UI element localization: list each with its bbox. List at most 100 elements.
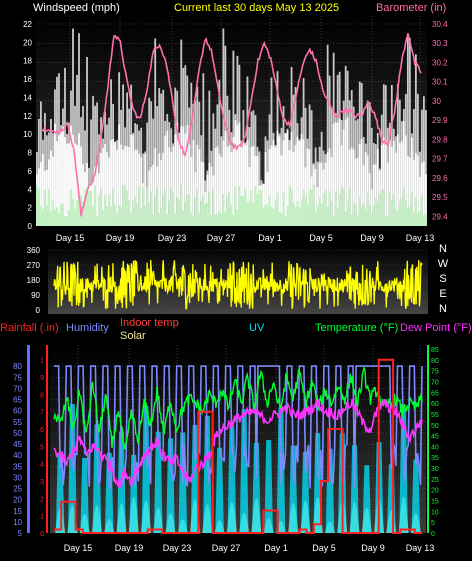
wind-avg-bar (364, 151, 367, 226)
wind-light-bar (316, 205, 319, 226)
wind-avg-bar (190, 157, 193, 226)
temperature-tick-label: 15 (431, 499, 439, 506)
wind-gust-bar (424, 110, 427, 226)
wind-avg-bar (140, 157, 143, 226)
wind-light-bar (330, 201, 333, 226)
wind-light-bar (166, 214, 169, 226)
wind-light-bar (178, 199, 181, 226)
wind-avg-bar (296, 136, 299, 226)
wind-avg-bar (158, 153, 161, 226)
wind-light-bar (412, 213, 415, 226)
wind-avg-bar (78, 133, 80, 226)
wind-avg-bar (410, 137, 413, 226)
compass-label: N (439, 303, 447, 315)
wind-light-bar (420, 195, 423, 226)
wind-avg-bar (198, 149, 201, 226)
uv-column (350, 445, 359, 533)
wind-light-bar (102, 209, 105, 226)
wind-light-bar (196, 190, 199, 226)
wind-avg-bar (200, 161, 203, 226)
wind-light-bar (338, 193, 341, 226)
rain-axis-bar (46, 345, 48, 533)
wind-light-bar (276, 192, 279, 226)
wind-light-bar (372, 205, 375, 226)
wind-avg-bar (328, 148, 331, 226)
wind-light-bar (218, 210, 221, 226)
wind-gust-bar (148, 97, 151, 226)
wind-light-bar (302, 189, 305, 226)
wind-light-bar (186, 194, 189, 226)
direction-tick-label: 90 (31, 291, 40, 300)
wind-avg-bar (422, 161, 425, 226)
wind-avg-bar (266, 172, 269, 226)
barometer-tick-label: 29.7 (432, 155, 448, 164)
wind-light-bar (148, 201, 151, 226)
wind-avg-bar (60, 131, 62, 226)
wind-light-bar (348, 187, 351, 226)
wind-avg-bar (168, 147, 171, 226)
wind-light-bar (286, 205, 289, 226)
wind-light-bar (200, 200, 203, 226)
wind-avg-bar (252, 145, 255, 226)
wind-light-bar (162, 194, 165, 226)
wind-light-bar (212, 189, 215, 226)
direction-tick-label: 180 (27, 276, 41, 285)
wind-avg-bar (104, 144, 106, 226)
uv-column (252, 442, 261, 533)
wind-light-bar (38, 188, 41, 226)
rain-tick-label: .4 (38, 462, 44, 469)
wind-avg-bar (172, 146, 175, 226)
wind-light-bar (108, 194, 111, 226)
wind-light-bar (210, 214, 213, 226)
wind-light-bar (54, 209, 57, 226)
wind-light-bar (138, 186, 141, 226)
wind-light-bar (416, 212, 419, 226)
wind-avg-bar (278, 136, 281, 226)
wind-avg-bar (400, 141, 403, 226)
wind-avg-bar (418, 177, 421, 226)
legend-humidity: Humidity (66, 322, 109, 334)
wind-avg-bar (178, 141, 181, 226)
wind-light-bar (294, 206, 297, 226)
wind-avg-bar (314, 169, 317, 226)
wind-avg-bar (232, 137, 235, 226)
wind-light-bar (134, 196, 137, 226)
wind-avg-bar (196, 144, 199, 226)
temperature-tick-label: 25 (431, 477, 439, 484)
wind-light-bar (340, 186, 343, 226)
wind-light-bar (296, 200, 299, 226)
wind-light-bar (326, 206, 329, 226)
wind-gust-bar (156, 106, 159, 226)
wind-avg-bar (406, 155, 409, 226)
uv-column (399, 408, 408, 533)
wind-avg-bar (282, 140, 285, 226)
humidity-tick-label: 55 (13, 418, 22, 427)
wind-light-bar (328, 190, 331, 226)
multi-x-tick-label: Day 13 (406, 543, 435, 553)
multi-x-tick-label: Day 9 (361, 543, 385, 553)
wind-light-bar (332, 216, 335, 226)
wind-light-bar (352, 203, 355, 226)
uv-column (411, 459, 421, 533)
wind-light-bar (174, 213, 177, 226)
wind-gust-bar (422, 96, 425, 226)
wind-avg-bar (360, 139, 363, 226)
wind-light-bar (70, 189, 73, 226)
wind-gust-bar (414, 54, 417, 227)
wind-gust-bar (94, 105, 96, 226)
wind-light-bar (360, 206, 363, 226)
wind-avg-bar (160, 160, 163, 226)
wind-avg-bar (66, 143, 68, 226)
rain-tick-label: 1 (40, 358, 44, 365)
wind-avg-bar (382, 137, 385, 226)
wind-light-bar (106, 206, 109, 226)
temperature-tick-label: 85 (431, 347, 439, 354)
wind-light-bar (370, 212, 373, 226)
wind-light-bar (208, 191, 211, 226)
wind-avg-bar (416, 155, 419, 226)
legend-rainfall: Rainfall (.in) (0, 322, 59, 334)
humidity-tick-label: 45 (13, 440, 22, 449)
wind-light-bar (56, 206, 59, 226)
wind-avg-bar (210, 167, 213, 226)
wind-gust-bar (304, 107, 307, 226)
